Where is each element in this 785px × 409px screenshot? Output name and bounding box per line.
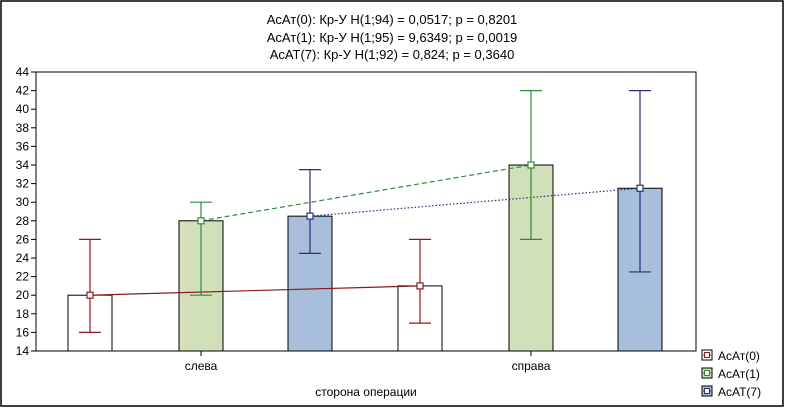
marker-series-1-cat-1 — [86, 291, 94, 299]
y-tick-label: 38 — [16, 121, 30, 135]
y-tick-label: 16 — [16, 325, 30, 339]
legend-marker-3 — [704, 388, 710, 394]
y-tick-label: 36 — [16, 139, 30, 153]
y-tick-label: 32 — [16, 177, 30, 191]
y-tick-label: 22 — [16, 270, 30, 284]
marker-series-1-cat-2 — [416, 282, 424, 290]
x-tick-label: слева — [185, 359, 218, 373]
y-tick-label: 18 — [16, 307, 30, 321]
y-tick-label: 40 — [16, 102, 30, 116]
legend-label-2: АсАт(1) — [718, 367, 760, 381]
y-tick-label: 24 — [16, 251, 30, 265]
markers-layer — [86, 161, 644, 299]
y-axis: 14 16 18 20 22 24 26 28 30 32 34 36 38 40 42 44 — [16, 65, 36, 358]
legend-marker-2 — [704, 370, 710, 376]
y-tick-label: 30 — [16, 195, 30, 209]
y-tick-label: 20 — [16, 288, 30, 302]
connector-series-3 — [309, 187, 641, 217]
errorbar-series-1-cat-2 — [409, 238, 431, 324]
marker-series-2-cat-1 — [197, 217, 205, 225]
errorbar-series-3-cat-1 — [299, 169, 321, 254]
marker-series-3-cat-1 — [306, 212, 314, 220]
y-tick-label: 28 — [16, 214, 30, 228]
y-tick-label: 14 — [16, 344, 30, 358]
chart-title-line-1: АсАт(0): Кр-У H(1;94) = 0,0517; p = 0,82… — [267, 12, 518, 27]
legend-marker-1 — [704, 352, 710, 358]
x-axis: слева справа — [185, 351, 551, 373]
legend: АсАт(0) АсАт(1) АсАТ(7) — [701, 349, 761, 399]
errorbar-series-1-cat-1 — [79, 238, 101, 333]
y-tick-label: 42 — [16, 84, 30, 98]
connector-series-1 — [89, 285, 421, 296]
errorbar-series-3-cat-2 — [629, 89, 651, 273]
marker-series-2-cat-2 — [527, 161, 535, 169]
connectors-layer — [89, 164, 641, 296]
chart-title-line-2: АсАт(1): Кр-У H(1;95) = 9,6349; p = 0,00… — [267, 30, 518, 45]
y-tick-label: 34 — [16, 158, 30, 172]
legend-label-3: АсАТ(7) — [718, 385, 761, 399]
chart-title-line-3: АсАТ(7): Кр-У H(1;92) = 0,824; p = 0,364… — [270, 47, 515, 62]
x-tick-label: справа — [512, 359, 551, 373]
plot-area — [35, 71, 697, 352]
y-tick-label: 26 — [16, 232, 30, 246]
y-tick-label: 44 — [16, 65, 30, 79]
x-axis-label: сторона операции — [315, 385, 417, 399]
marker-series-3-cat-2 — [636, 184, 644, 192]
legend-label-1: АсАт(0) — [718, 349, 760, 363]
